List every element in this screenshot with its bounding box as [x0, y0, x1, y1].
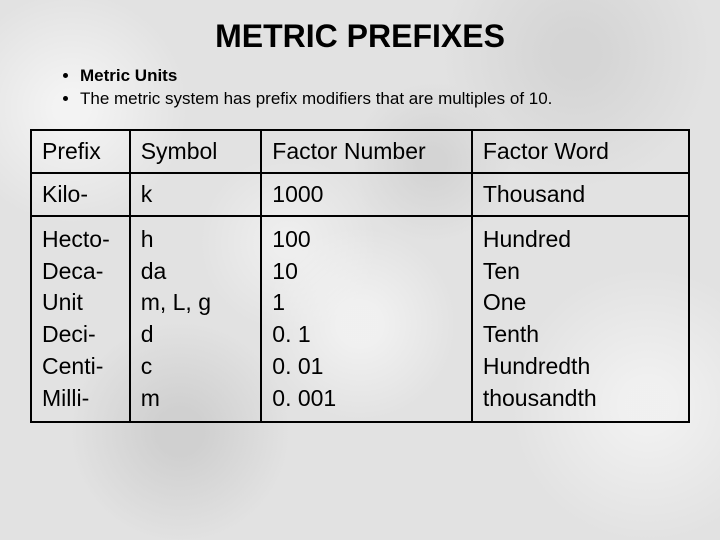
header-factor-number: Factor Number: [261, 130, 472, 173]
bullet-item: The metric system has prefix modifiers t…: [80, 88, 690, 111]
cell-line: h: [141, 224, 251, 256]
cell-prefix-block: Hecto- Deca- Unit Deci- Centi- Milli-: [31, 216, 130, 422]
cell-line: Milli-: [42, 383, 119, 415]
cell-symbol-block: h da m, L, g d c m: [130, 216, 262, 422]
cell-line: Deca-: [42, 256, 119, 288]
cell-line: Ten: [483, 256, 678, 288]
cell-line: d: [141, 319, 251, 351]
cell-line: 0. 001: [272, 383, 461, 415]
header-symbol: Symbol: [130, 130, 262, 173]
cell-line: m: [141, 383, 251, 415]
table-row-header: Prefix Symbol Factor Number Factor Word: [31, 130, 689, 173]
cell-factor-word-block: Hundred Ten One Tenth Hundredth thousand…: [472, 216, 689, 422]
slide: METRIC PREFIXES Metric Units The metric …: [0, 0, 720, 540]
cell-line: 1: [272, 287, 461, 319]
prefix-table: Prefix Symbol Factor Number Factor Word …: [30, 129, 690, 423]
bullet-item: Metric Units: [80, 65, 690, 88]
bullet-list: Metric Units The metric system has prefi…: [30, 65, 690, 111]
cell-line: Centi-: [42, 351, 119, 383]
cell-line: 100: [272, 224, 461, 256]
cell-line: 0. 1: [272, 319, 461, 351]
table-row-block: Hecto- Deca- Unit Deci- Centi- Milli- h …: [31, 216, 689, 422]
cell-prefix: Kilo-: [31, 173, 130, 216]
slide-title: METRIC PREFIXES: [30, 18, 690, 55]
cell-line: thousandth: [483, 383, 678, 415]
cell-line: 10: [272, 256, 461, 288]
cell-line: m, L, g: [141, 287, 251, 319]
cell-line: 0. 01: [272, 351, 461, 383]
cell-factor-word: Thousand: [472, 173, 689, 216]
cell-line: da: [141, 256, 251, 288]
cell-line: One: [483, 287, 678, 319]
cell-line: Unit: [42, 287, 119, 319]
cell-factor-number: 1000: [261, 173, 472, 216]
header-factor-word: Factor Word: [472, 130, 689, 173]
cell-line: Hundredth: [483, 351, 678, 383]
header-prefix: Prefix: [31, 130, 130, 173]
cell-line: Deci-: [42, 319, 119, 351]
table-row: Kilo- k 1000 Thousand: [31, 173, 689, 216]
cell-factor-number-block: 100 10 1 0. 1 0. 01 0. 001: [261, 216, 472, 422]
cell-line: c: [141, 351, 251, 383]
cell-line: Hecto-: [42, 224, 119, 256]
cell-line: Hundred: [483, 224, 678, 256]
cell-line: Tenth: [483, 319, 678, 351]
cell-symbol: k: [130, 173, 262, 216]
